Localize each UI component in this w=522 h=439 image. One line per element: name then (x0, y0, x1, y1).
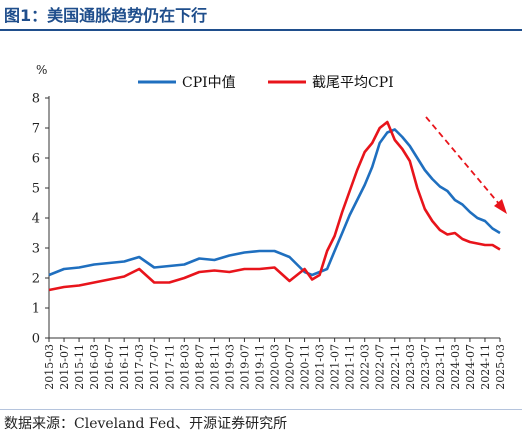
x-tick-label: 2020-11 (299, 344, 312, 390)
x-tick-label: 2020-03 (269, 344, 282, 390)
x-tick-label: 2021-07 (329, 344, 342, 390)
x-tick-label: 2022-03 (359, 344, 372, 390)
x-tick-label: 2016-07 (103, 344, 116, 390)
source-note: 数据来源：Cleveland Fed、开源证券研究所 (4, 416, 288, 432)
x-tick-label: 2018-11 (208, 344, 221, 390)
x-tick-label: 2019-11 (253, 344, 266, 390)
title-divider (0, 29, 522, 31)
x-tick-label: 2017-03 (133, 344, 146, 390)
y-axis: 0 1 2 3 4 5 6 7 8 (32, 92, 50, 347)
source-divider (0, 409, 522, 410)
x-tick-label: 2017-07 (148, 344, 161, 390)
y-tick-label: 6 (32, 152, 40, 167)
y-tick-label: 0 (32, 332, 40, 347)
x-axis: 2015-03 2015-07 2015-11 2016-03 2016-07 2016-… (43, 337, 507, 390)
x-tick-label: 2021-11 (344, 344, 357, 390)
x-tick-label: 2015-11 (73, 344, 86, 390)
legend: CPI中值 截尾平均CPI (138, 75, 394, 91)
x-tick-label: 2023-03 (404, 344, 417, 390)
y-tick-label: 1 (32, 302, 40, 317)
x-tick-label: 2015-07 (58, 344, 71, 390)
x-tick-label: 2023-07 (419, 344, 432, 390)
x-tick-label: 2019-03 (223, 344, 236, 390)
x-tick-label: 2019-07 (238, 344, 251, 390)
x-tick-label: 2022-07 (374, 344, 387, 390)
x-tick-label: 2016-11 (118, 344, 131, 390)
x-tick-label: 2025-03 (494, 344, 507, 390)
annotation-group (425, 116, 507, 214)
x-tick-label: 2022-11 (389, 344, 402, 390)
x-tick-label: 2021-03 (314, 344, 327, 390)
y-tick-label: 2 (32, 272, 40, 287)
y-tick-label: 8 (32, 92, 40, 107)
x-tick-label: 2024-03 (449, 344, 462, 390)
x-tick-label: 2017-11 (163, 344, 176, 390)
legend-label-1: 截尾平均CPI (312, 75, 394, 91)
y-axis-unit-label: % (36, 63, 47, 77)
trend-arrow-head (494, 199, 507, 214)
x-tick-label: 2015-03 (43, 344, 56, 390)
x-tick-label: 2016-03 (88, 344, 101, 390)
series-group (48, 120, 501, 292)
x-tick-label: 2018-03 (178, 344, 191, 390)
y-tick-label: 5 (32, 182, 40, 197)
trend-arrow-line (425, 116, 501, 206)
x-tick-label: 2023-11 (434, 344, 447, 390)
x-tick-label: 2020-07 (284, 344, 297, 390)
x-tick-label: 2024-11 (479, 344, 492, 390)
x-tick-label: 2024-07 (464, 344, 477, 390)
y-tick-label: 7 (32, 122, 40, 137)
y-tick-label: 3 (32, 242, 40, 257)
x-tick-label: 2018-07 (193, 344, 206, 390)
page-title: 图1：美国通胀趋势仍在下行 (4, 6, 208, 25)
series-line-1 (48, 120, 501, 292)
series-line-0 (48, 128, 501, 277)
y-tick-label: 4 (32, 212, 40, 227)
legend-label-0: CPI中值 (182, 75, 236, 91)
